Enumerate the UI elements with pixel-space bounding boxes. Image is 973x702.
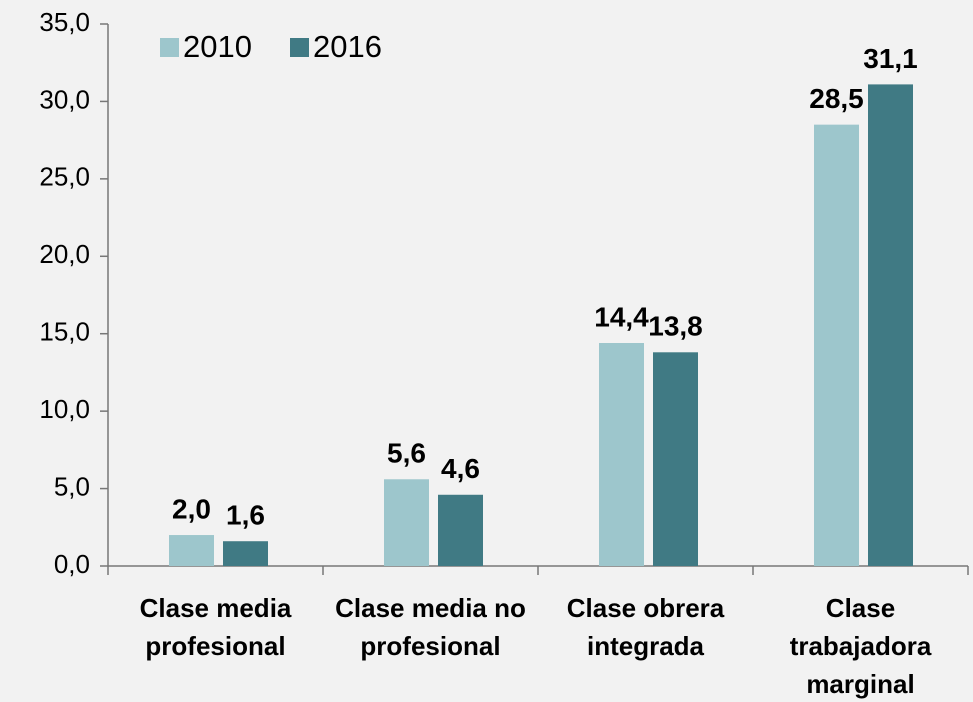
x-tick-label: Clase trabajadora marginal <box>789 593 932 699</box>
data-label: 14,4 <box>594 301 649 332</box>
data-label: 28,5 <box>809 83 864 114</box>
data-label: 1,6 <box>226 500 265 531</box>
bar <box>814 124 859 567</box>
data-label: 31,1 <box>863 43 918 74</box>
data-label: 5,6 <box>387 438 426 469</box>
bar <box>868 84 913 566</box>
x-tick-label: Clase media profesional <box>139 593 292 661</box>
data-label: 2,0 <box>172 493 211 524</box>
y-tick-label: 20,0 <box>39 239 90 269</box>
bar <box>653 352 698 566</box>
y-tick-label: 5,0 <box>54 471 90 501</box>
bar <box>223 541 268 566</box>
data-label: 13,8 <box>648 311 703 342</box>
x-tick-label: Clase media no profesional <box>335 593 526 661</box>
data-label: 4,6 <box>441 453 480 484</box>
y-tick-label: 15,0 <box>39 317 90 347</box>
y-tick-label: 25,0 <box>39 162 90 192</box>
legend-label: 2010 <box>183 29 252 64</box>
y-tick-label: 35,0 <box>39 7 90 37</box>
bar <box>599 343 644 566</box>
x-tick-label: Clase obrera integrada <box>566 593 725 661</box>
bar <box>384 479 429 566</box>
legend-swatch <box>160 38 179 57</box>
legend-swatch <box>290 38 309 57</box>
y-tick-label: 0,0 <box>54 549 90 579</box>
y-tick-label: 30,0 <box>39 84 90 114</box>
bar <box>438 494 483 566</box>
bar <box>169 535 214 566</box>
y-tick-label: 10,0 <box>39 394 90 424</box>
legend-label: 2016 <box>313 29 382 64</box>
